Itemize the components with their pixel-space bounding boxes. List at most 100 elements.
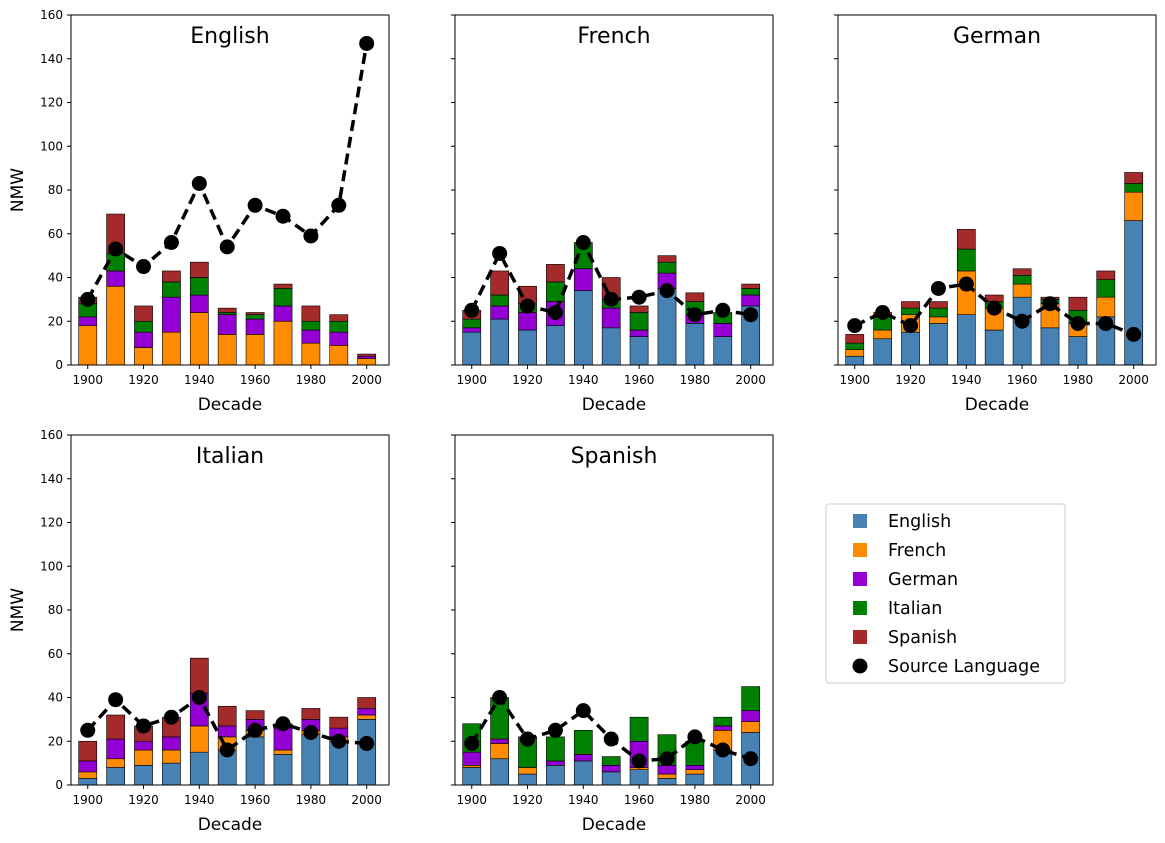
bar-segment-english bbox=[984, 329, 1004, 366]
bar-segment-english bbox=[629, 336, 649, 366]
panel-german: 1900 1920 1940 1960 1980 2000 Decade German bbox=[834, 14, 1157, 415]
bar-segment-english bbox=[189, 751, 209, 786]
bar-segment-italian bbox=[929, 307, 948, 318]
source-language-point bbox=[903, 318, 919, 334]
bar-segment-german bbox=[518, 312, 537, 331]
bar-segment-italian bbox=[462, 318, 482, 329]
bar-segment-german bbox=[741, 710, 761, 722]
bar-segment-french bbox=[78, 771, 98, 779]
source-language-point bbox=[275, 716, 291, 732]
bar-segment-spanish bbox=[490, 270, 510, 296]
bar-segment-german bbox=[546, 760, 565, 766]
y-tick-label: 120 bbox=[40, 96, 63, 110]
bar-segment-italian bbox=[741, 288, 761, 296]
bar-segment-french bbox=[162, 331, 181, 366]
source-language-point bbox=[687, 729, 703, 745]
source-language-point bbox=[715, 742, 731, 758]
bar-segment-spanish bbox=[901, 301, 920, 309]
bar-segment-german bbox=[629, 329, 649, 337]
bar-segment-german bbox=[713, 725, 733, 731]
bar-segment-french bbox=[162, 749, 181, 764]
bar-segment-spanish bbox=[217, 307, 237, 313]
source-language-point bbox=[603, 731, 619, 747]
source-language-point bbox=[715, 302, 731, 318]
source-language-point bbox=[492, 690, 508, 705]
bar-segment-spanish bbox=[245, 710, 265, 720]
bar-segment-english bbox=[1124, 220, 1144, 366]
y-tick-label: 120 bbox=[40, 516, 63, 530]
panel-title: English bbox=[190, 24, 269, 49]
source-language-point bbox=[743, 751, 759, 767]
source-language-point bbox=[136, 718, 152, 734]
x-tick-label: 1960 bbox=[1007, 373, 1038, 387]
bar-segment-french bbox=[873, 329, 893, 340]
legend-label: Spanish bbox=[888, 628, 957, 648]
source-language-point bbox=[359, 735, 375, 751]
bar-segment-french bbox=[106, 285, 125, 366]
source-language-point bbox=[492, 245, 508, 261]
source-language-point bbox=[603, 291, 619, 307]
bar-segment-english bbox=[573, 760, 593, 786]
bar-segment-italian bbox=[273, 288, 293, 307]
bar-segment-spanish bbox=[301, 305, 321, 322]
bar-segment-german bbox=[273, 305, 293, 322]
bar-segment-italian bbox=[301, 320, 321, 331]
bar-segment-italian bbox=[245, 314, 265, 320]
x-tick-label: 1980 bbox=[680, 373, 711, 387]
panel-french: 1900 1920 1940 1960 1980 2000 Decade French bbox=[451, 14, 774, 415]
bar-segment-german bbox=[162, 296, 181, 333]
bar-segment-english bbox=[518, 773, 537, 786]
bar-segment-italian bbox=[741, 686, 761, 711]
x-tick-label: 1940 bbox=[184, 373, 215, 387]
bar-segment-spanish bbox=[245, 312, 265, 315]
bar-segment-spanish bbox=[956, 229, 976, 250]
bar-segment-french bbox=[273, 749, 293, 755]
source-language-point bbox=[1014, 313, 1030, 329]
bar-segment-spanish bbox=[657, 255, 677, 263]
bar-segment-english bbox=[106, 767, 125, 786]
x-tick-label: 1920 bbox=[512, 793, 543, 807]
bar-segment-french bbox=[301, 342, 321, 366]
source-language-point bbox=[743, 307, 759, 323]
source-language-point bbox=[659, 751, 675, 767]
legend-swatch-spanish bbox=[853, 630, 867, 644]
x-tick-label: 1980 bbox=[296, 373, 327, 387]
bar-segment-french bbox=[189, 725, 209, 753]
source-language-point bbox=[1042, 296, 1058, 312]
bar-segment-spanish bbox=[685, 292, 705, 302]
bar-segment-german bbox=[490, 738, 510, 744]
x-axis-title: Decade bbox=[198, 395, 263, 415]
legend-label: French bbox=[888, 541, 946, 561]
panel-title: French bbox=[577, 24, 650, 49]
source-language-point bbox=[875, 305, 891, 320]
x-tick-label: 1900 bbox=[72, 373, 103, 387]
bar-segment-french bbox=[657, 773, 677, 779]
bar-segment-italian bbox=[329, 320, 349, 333]
bar-segment-english bbox=[273, 754, 293, 786]
bar-segment-german bbox=[462, 751, 482, 766]
y-tick-label: 0 bbox=[55, 778, 63, 792]
source-language-point bbox=[464, 735, 480, 751]
source-language-point bbox=[575, 235, 591, 250]
x-tick-label: 1920 bbox=[895, 373, 926, 387]
bar-segment-german bbox=[106, 270, 125, 287]
bar-segment-spanish bbox=[329, 716, 349, 729]
bar-segment-english bbox=[490, 758, 510, 786]
bar-segment-english bbox=[601, 771, 621, 786]
bar-segment-english bbox=[845, 355, 865, 366]
bar-segment-german bbox=[273, 727, 293, 751]
source-language-point bbox=[80, 291, 96, 307]
x-tick-label: 1960 bbox=[240, 373, 271, 387]
x-tick-label: 1960 bbox=[624, 793, 655, 807]
bar-segment-english bbox=[1012, 296, 1032, 366]
bar-segment-italian bbox=[657, 261, 677, 274]
source-language-point bbox=[847, 318, 863, 334]
bar-segment-english bbox=[357, 719, 377, 786]
bar-segment-german bbox=[657, 765, 677, 775]
x-tick-label: 2000 bbox=[735, 793, 766, 807]
bar-segment-english bbox=[301, 734, 321, 786]
x-tick-label: 1920 bbox=[512, 373, 543, 387]
bar-segment-english bbox=[162, 762, 181, 786]
bar-segment-italian bbox=[189, 277, 209, 296]
y-tick-label: 140 bbox=[40, 472, 63, 486]
